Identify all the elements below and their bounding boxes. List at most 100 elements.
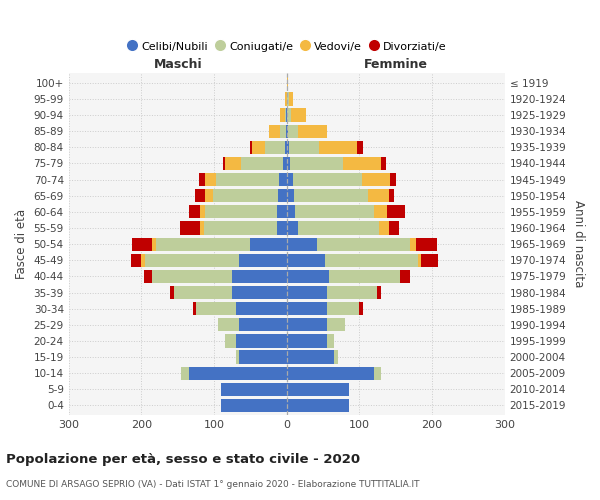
Bar bbox=[277, 222, 287, 234]
Bar bbox=[298, 222, 379, 234]
Bar bbox=[287, 350, 334, 364]
Bar bbox=[190, 206, 200, 218]
Bar bbox=[327, 334, 334, 347]
Bar bbox=[288, 124, 298, 138]
Bar bbox=[287, 302, 328, 316]
Bar bbox=[250, 140, 252, 154]
Bar bbox=[325, 254, 418, 267]
Bar bbox=[421, 254, 438, 267]
Bar bbox=[196, 302, 236, 316]
Bar bbox=[389, 189, 394, 202]
Bar bbox=[410, 238, 416, 251]
Bar bbox=[218, 318, 239, 332]
Bar bbox=[374, 206, 387, 218]
Bar bbox=[289, 140, 319, 154]
Bar bbox=[221, 382, 287, 396]
Bar bbox=[329, 270, 400, 283]
Bar bbox=[390, 173, 396, 186]
Bar bbox=[287, 189, 294, 202]
Bar bbox=[287, 318, 327, 332]
Bar bbox=[223, 157, 225, 170]
Bar bbox=[293, 173, 362, 186]
Bar bbox=[181, 366, 188, 380]
Bar bbox=[142, 254, 145, 267]
Bar bbox=[416, 238, 437, 251]
Bar bbox=[205, 189, 212, 202]
Bar bbox=[283, 157, 287, 170]
Bar bbox=[284, 108, 286, 122]
Bar bbox=[387, 206, 404, 218]
Bar bbox=[418, 254, 421, 267]
Bar bbox=[287, 222, 298, 234]
Bar bbox=[319, 140, 357, 154]
Bar bbox=[221, 399, 287, 412]
Bar bbox=[265, 140, 285, 154]
Y-axis label: Fasce di età: Fasce di età bbox=[15, 209, 28, 279]
Bar bbox=[287, 238, 317, 251]
Bar bbox=[143, 270, 152, 283]
Bar bbox=[374, 366, 381, 380]
Bar bbox=[287, 157, 290, 170]
Bar bbox=[287, 206, 295, 218]
Bar bbox=[278, 189, 287, 202]
Bar bbox=[287, 254, 325, 267]
Text: Femmine: Femmine bbox=[364, 58, 428, 70]
Bar bbox=[327, 318, 345, 332]
Bar bbox=[286, 108, 287, 122]
Bar bbox=[287, 399, 349, 412]
Bar bbox=[156, 238, 250, 251]
Bar bbox=[287, 334, 327, 347]
Bar bbox=[289, 92, 293, 106]
Bar bbox=[287, 76, 288, 90]
Bar bbox=[250, 238, 287, 251]
Bar bbox=[287, 92, 289, 106]
Bar bbox=[152, 238, 156, 251]
Bar bbox=[287, 270, 329, 283]
Bar bbox=[239, 318, 287, 332]
Bar bbox=[343, 157, 380, 170]
Bar bbox=[269, 124, 280, 138]
Bar bbox=[334, 350, 338, 364]
Bar bbox=[328, 286, 377, 299]
Bar bbox=[389, 222, 400, 234]
Bar bbox=[236, 334, 287, 347]
Bar bbox=[239, 350, 287, 364]
Bar bbox=[298, 124, 328, 138]
Bar bbox=[285, 92, 287, 106]
Bar bbox=[377, 286, 380, 299]
Bar bbox=[232, 270, 287, 283]
Bar bbox=[357, 140, 363, 154]
Bar bbox=[287, 124, 288, 138]
Bar bbox=[199, 173, 205, 186]
Bar bbox=[193, 302, 196, 316]
Bar bbox=[286, 124, 287, 138]
Bar bbox=[252, 140, 265, 154]
Bar bbox=[280, 108, 284, 122]
Bar bbox=[379, 222, 389, 234]
Bar bbox=[285, 140, 287, 154]
Bar bbox=[204, 222, 277, 234]
Bar bbox=[232, 286, 287, 299]
Bar bbox=[362, 173, 390, 186]
Bar bbox=[287, 108, 291, 122]
Bar bbox=[131, 254, 142, 267]
Bar bbox=[180, 222, 200, 234]
Bar bbox=[317, 238, 410, 251]
Bar bbox=[280, 124, 286, 138]
Bar bbox=[225, 334, 236, 347]
Bar bbox=[152, 270, 232, 283]
Bar bbox=[368, 189, 389, 202]
Text: Maschi: Maschi bbox=[154, 58, 202, 70]
Bar bbox=[212, 189, 278, 202]
Bar bbox=[215, 173, 280, 186]
Bar bbox=[290, 157, 343, 170]
Bar bbox=[287, 382, 349, 396]
Bar bbox=[132, 238, 152, 251]
Text: COMUNE DI ARSAGO SEPRIO (VA) - Dati ISTAT 1° gennaio 2020 - Elaborazione TUTTITA: COMUNE DI ARSAGO SEPRIO (VA) - Dati ISTA… bbox=[6, 480, 419, 489]
Legend: Celibi/Nubili, Coniugati/e, Vedovi/e, Divorziati/e: Celibi/Nubili, Coniugati/e, Vedovi/e, Di… bbox=[124, 38, 450, 55]
Bar bbox=[205, 206, 277, 218]
Bar bbox=[170, 286, 174, 299]
Bar bbox=[287, 173, 293, 186]
Bar bbox=[328, 302, 359, 316]
Bar bbox=[200, 206, 205, 218]
